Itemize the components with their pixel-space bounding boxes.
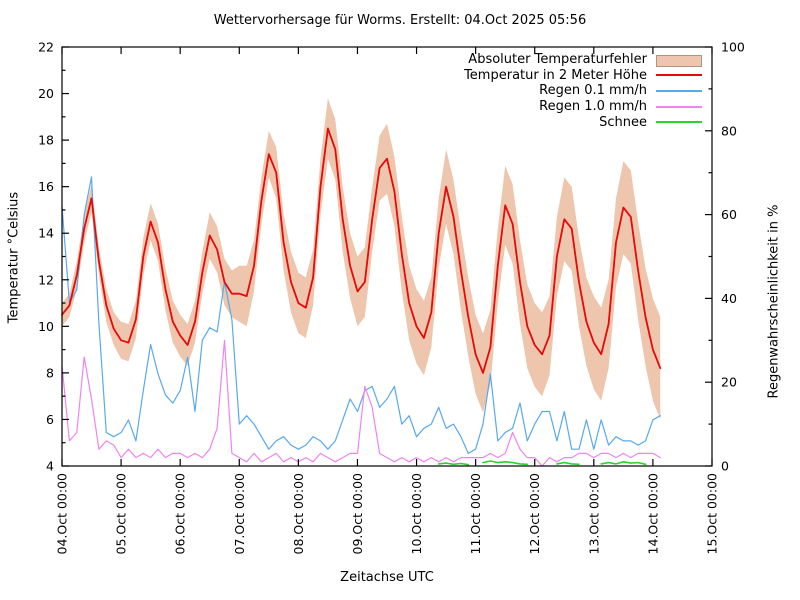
legend-rain-10-swatch	[656, 105, 702, 108]
x-axis-label: Zeitachse UTC	[340, 570, 434, 585]
legend-rain-10: Regen 1.0 mm/h	[464, 99, 702, 115]
legend-rain-01-swatch	[656, 89, 702, 92]
legend-snow-label: Schnee	[599, 114, 647, 130]
x-tick-label: 05.Oct 00:00	[114, 473, 129, 555]
y-left-tick-label: 6	[46, 412, 54, 427]
y-right-axis-label: Regenwahrscheinlichkeit in %	[766, 204, 782, 399]
legend-temperature-label: Temperatur in 2 Meter Höhe	[464, 67, 647, 83]
legend-rain-10-label: Regen 1.0 mm/h	[539, 99, 647, 115]
legend-rain-01: Regen 0.1 mm/h	[464, 83, 702, 99]
x-tick-label: 09.Oct 00:00	[350, 473, 365, 555]
x-tick-label: 06.Oct 00:00	[173, 473, 188, 555]
legend-rain-10-key	[656, 101, 702, 113]
y-right-tick-label: 20	[721, 375, 737, 390]
y-right-tick-label: 0	[721, 459, 729, 474]
x-tick-label: 04.Oct 00:00	[55, 473, 70, 555]
x-tick-label: 15.Oct 00:00	[705, 473, 720, 555]
y-left-tick-label: 16	[38, 179, 54, 194]
temperature-error-band	[62, 98, 661, 420]
y-left-tick-label: 12	[38, 272, 54, 287]
y-right-tick-label: 60	[721, 207, 737, 222]
legend-temp-error: Absoluter Temperaturfehler	[464, 52, 702, 68]
legend: Absoluter Temperaturfehler Temperatur in …	[464, 52, 702, 130]
x-tick-label: 08.Oct 00:00	[291, 473, 306, 555]
x-tick-label: 14.Oct 00:00	[645, 473, 660, 555]
legend-temperature-key	[656, 69, 702, 81]
y-right-tick-label: 40	[721, 291, 737, 306]
y-left-axis-label: Temperatur °Celsius	[6, 191, 22, 324]
x-tick-label: 07.Oct 00:00	[232, 473, 247, 555]
y-left-tick-label: 20	[38, 86, 54, 101]
temperature-line	[61, 127, 662, 374]
snow-line	[437, 460, 647, 466]
chart-title: Wettervorhersage für Worms. Erstellt: 04…	[213, 13, 587, 28]
y-left-tick-label: 22	[38, 40, 54, 55]
y-right-tick-label: 80	[721, 123, 737, 138]
y-left-tick-label: 18	[38, 133, 54, 148]
legend-rain-01-key	[656, 85, 702, 97]
legend-snow: Schnee	[464, 114, 702, 130]
legend-temperature: Temperatur in 2 Meter Höhe	[464, 68, 702, 84]
x-tick-label: 12.Oct 00:00	[527, 473, 542, 555]
legend-snow-key	[656, 116, 702, 128]
legend-rain-01-label: Regen 0.1 mm/h	[539, 83, 647, 99]
legend-temp-error-key	[656, 54, 702, 67]
legend-temp-error-label: Absoluter Temperaturfehler	[468, 52, 647, 68]
y-left-tick-label: 4	[46, 459, 54, 474]
rain-10-line	[61, 339, 661, 467]
y-left-tick-label: 14	[38, 226, 54, 241]
x-tick-label: 11.Oct 00:00	[468, 473, 483, 555]
y-left-tick-label: 10	[38, 319, 54, 334]
x-tick-label: 10.Oct 00:00	[409, 473, 424, 555]
legend-temp-error-swatch	[656, 54, 702, 67]
legend-snow-swatch	[656, 121, 702, 124]
y-right-tick-label: 100	[721, 40, 745, 55]
rain-01-line	[61, 176, 661, 454]
x-tick-label: 13.Oct 00:00	[586, 473, 601, 555]
y-left-tick-label: 8	[46, 365, 54, 380]
legend-temperature-swatch	[656, 74, 702, 77]
